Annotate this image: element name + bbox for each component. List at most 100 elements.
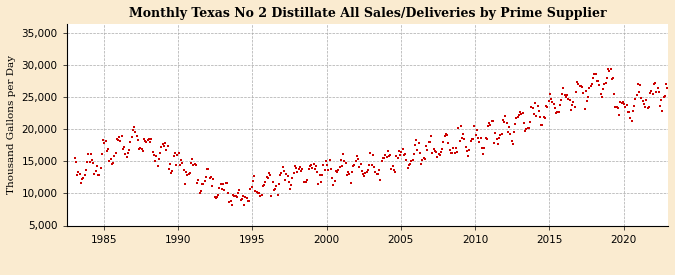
Point [90,169,101,174]
Point [218,182,229,186]
Point [382,148,393,153]
Point [265,172,275,177]
Point [574,84,585,89]
Point [352,157,363,161]
Point [342,173,352,178]
Point [115,139,126,143]
Point [150,159,161,163]
Point [563,96,574,101]
Point [595,91,606,96]
Point [583,95,593,100]
Point [450,145,461,150]
Point [166,171,177,175]
Point [325,167,336,172]
Point [95,166,106,170]
Point [70,160,81,164]
Point [103,147,113,152]
Point [515,110,526,114]
Point [591,78,602,83]
Point [458,132,468,136]
Point [122,151,133,155]
Point [294,165,305,169]
Point [641,98,652,102]
Point [628,104,639,109]
Point [601,75,612,80]
Point [300,180,311,185]
Point [242,199,253,204]
Point [427,150,437,155]
Point [104,158,115,163]
Point [183,172,194,176]
Point [558,86,569,91]
Point [239,203,250,207]
Point [605,67,616,72]
Point [125,140,136,144]
Point [140,139,151,143]
Point [207,184,217,188]
Point [138,136,149,141]
Point [599,81,610,86]
Point [199,179,210,183]
Point [556,98,566,103]
Point [137,149,148,153]
Point [141,139,152,144]
Point [359,174,370,178]
Point [297,167,308,171]
Point [192,181,202,186]
Point [431,150,441,154]
Point [204,175,215,180]
Point [89,172,100,176]
Point [315,180,326,184]
Point [291,166,302,170]
Point [122,155,132,160]
Point [392,156,403,160]
Point [448,146,459,150]
Point [402,166,413,170]
Point [250,189,261,194]
Point [580,89,591,94]
Point [374,168,385,172]
Point [155,151,165,156]
Point [446,151,456,155]
Point [554,103,565,108]
Point [371,172,382,176]
Point [128,128,138,132]
Point [480,136,491,140]
Point [153,156,164,161]
Point [219,188,230,192]
Point [232,195,242,199]
Point [246,185,257,189]
Point [389,170,400,174]
Point [109,153,119,158]
Point [330,169,341,174]
Point [344,172,355,177]
Point [376,158,387,163]
Point [484,120,495,125]
Point [334,165,345,169]
Point [549,106,560,110]
Point [514,113,524,117]
Point [313,182,324,186]
Point [523,126,534,130]
Point [606,77,617,81]
Point [481,137,492,142]
Point [94,172,105,177]
Point [615,100,626,104]
Point [632,82,643,87]
Point [527,105,538,110]
Point [184,171,195,175]
Point [533,109,544,113]
Point [196,188,207,193]
Point [594,83,605,87]
Point [453,126,464,130]
Point [213,193,223,197]
Point [263,176,273,181]
Point [469,124,480,129]
Point [74,172,85,176]
Point [148,153,159,157]
Point [653,90,664,94]
Point [177,161,188,165]
Point [603,67,614,71]
Point [284,180,294,184]
Point [588,76,599,81]
